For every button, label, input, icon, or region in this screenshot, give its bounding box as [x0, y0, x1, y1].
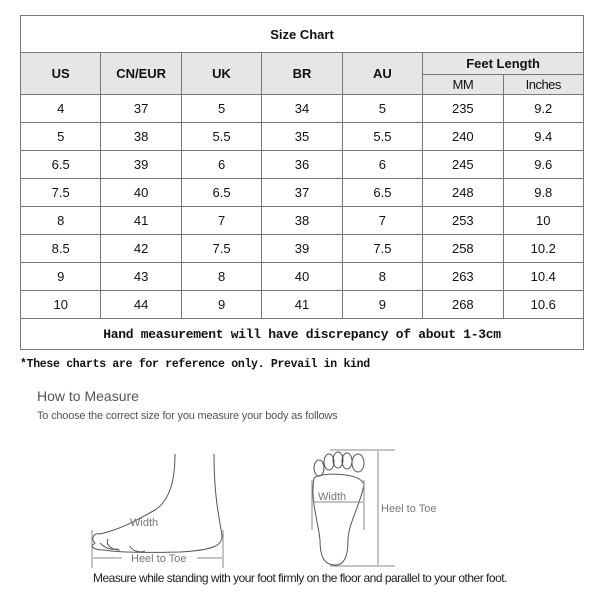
table-cell: 5.5 — [341, 122, 424, 151]
table-cell: 5 — [180, 94, 263, 123]
table-cell: 6.5 — [180, 178, 263, 207]
table-cell: 8 — [180, 262, 263, 291]
table-cell: 8 — [19, 206, 102, 235]
table-cell: 9.8 — [502, 178, 585, 207]
table-cell: 10 — [502, 206, 585, 235]
size-chart-table: Size Chart US CN/EUR UK BR AU Feet Lengt… — [19, 15, 585, 350]
foot-measurement-illustration: Width Heel to Toe Width Heel to Toe — [91, 449, 436, 568]
table-cell: 9.4 — [502, 122, 585, 151]
table-cell: 268 — [422, 290, 504, 319]
table-cell: 37 — [261, 178, 343, 207]
table-cell: 6.5 — [341, 178, 424, 207]
table-cell: 9.6 — [502, 150, 585, 179]
header-au: AU — [341, 52, 424, 95]
table-cell: 8.5 — [19, 234, 102, 263]
table-cell: 240 — [422, 122, 504, 151]
table-cell: 4 — [19, 94, 102, 123]
table-cell: 38 — [261, 206, 343, 235]
table-cell: 9 — [180, 290, 263, 319]
table-cell: 6 — [341, 150, 424, 179]
table-row: 8.5 42 7.5 39 7.5 258 10.2 — [19, 234, 585, 263]
table-cell: 10.4 — [502, 262, 585, 291]
header-us: US — [19, 52, 102, 95]
sole-width-label: Width — [318, 491, 346, 503]
header-mm: MM — [422, 74, 504, 95]
table-cell: 40 — [100, 178, 182, 207]
table-cell: 9.2 — [502, 94, 585, 123]
how-to-measure-title: How to Measure — [37, 388, 139, 404]
side-foot-icon — [92, 453, 223, 553]
table-cell: 9 — [19, 262, 102, 291]
table-cell: 6.5 — [19, 150, 102, 179]
table-cell: 5 — [19, 122, 102, 151]
side-heel-to-toe-arrow — [91, 530, 224, 568]
table-cell: 7 — [180, 206, 263, 235]
side-width-label: Width — [130, 517, 158, 529]
reference-note: *These charts are for reference only. Pr… — [20, 358, 370, 371]
header-uk: UK — [180, 52, 263, 95]
table-cell: 40 — [261, 262, 343, 291]
table-cell: 41 — [100, 206, 182, 235]
table-cell: 43 — [100, 262, 182, 291]
table-cell: 235 — [422, 94, 504, 123]
table-cell: 36 — [261, 150, 343, 179]
discrepancy-note: Hand measurement will have discrepancy o… — [20, 318, 584, 350]
table-cell: 8 — [341, 262, 424, 291]
table-cell: 35 — [261, 122, 343, 151]
sole-foot-icon — [312, 451, 365, 566]
table-cell: 248 — [422, 178, 504, 207]
table-cell: 39 — [100, 150, 182, 179]
table-cell: 10.6 — [502, 290, 585, 319]
sole-heel-to-toe-label: Heel to Toe — [381, 503, 436, 515]
table-cell: 7.5 — [341, 234, 424, 263]
table-cell: 9 — [341, 290, 424, 319]
table-cell: 10.2 — [502, 234, 585, 263]
sole-measure-lines — [311, 449, 395, 567]
table-cell: 37 — [100, 94, 182, 123]
table-cell: 245 — [422, 150, 504, 179]
table-row: 6.5 39 6 36 6 245 9.6 — [19, 150, 585, 179]
table-row: 10 44 9 41 9 268 10.6 — [19, 290, 585, 319]
table-cell: 7 — [341, 206, 424, 235]
table-cell: 34 — [261, 94, 343, 123]
table-cell: 44 — [100, 290, 182, 319]
table-cell: 10 — [19, 290, 102, 319]
table-cell: 39 — [261, 234, 343, 263]
table-cell: 42 — [100, 234, 182, 263]
header-cn-eur: CN/EUR — [100, 52, 182, 95]
side-heel-to-toe-label: Heel to Toe — [131, 553, 186, 565]
header-br: BR — [261, 52, 343, 95]
table-cell: 7.5 — [180, 234, 263, 263]
table-cell: 41 — [261, 290, 343, 319]
table-row: 8 41 7 38 7 253 10 — [19, 206, 585, 235]
table-row: 9 43 8 40 8 263 10.4 — [19, 262, 585, 291]
table-title: Size Chart — [20, 15, 584, 53]
table-row: 7.5 40 6.5 37 6.5 248 9.8 — [19, 178, 585, 207]
table-cell: 258 — [422, 234, 504, 263]
table-cell: 5.5 — [180, 122, 263, 151]
table-cell: 253 — [422, 206, 504, 235]
header-feet-length: Feet Length — [422, 52, 584, 75]
how-to-measure-subtitle: To choose the correct size for you measu… — [37, 410, 338, 422]
header-inches: Inches — [502, 74, 585, 95]
table-cell: 6 — [180, 150, 263, 179]
table-cell: 38 — [100, 122, 182, 151]
table-row: 5 38 5.5 35 5.5 240 9.4 — [19, 122, 585, 151]
table-cell: 7.5 — [19, 178, 102, 207]
table-cell: 263 — [422, 262, 504, 291]
table-cell: 5 — [341, 94, 424, 123]
measure-instruction: Measure while standing with your foot fi… — [93, 571, 507, 585]
table-row: 4 37 5 34 5 235 9.2 — [19, 94, 585, 123]
